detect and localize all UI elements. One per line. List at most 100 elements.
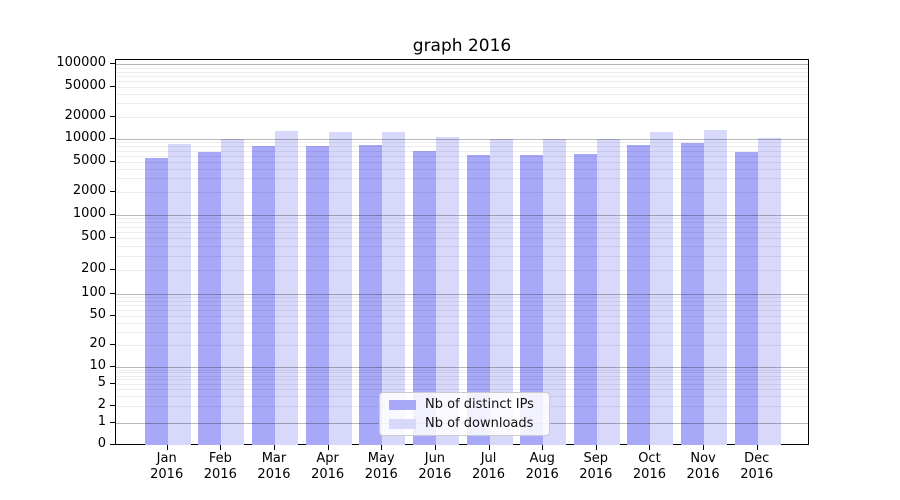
grid-line-minor [116,389,808,391]
y-tick-label: 20000 [64,107,106,123]
bar-distinct-ips-apr [305,146,329,445]
x-tick-label: Jun 2016 [403,451,467,483]
x-tick-year: 2016 [150,467,184,482]
x-tick-mark [381,445,383,450]
y-tick-label: 50 [89,306,106,322]
grid-line-minor [116,232,808,234]
x-tick-year: 2016 [418,467,452,482]
x-tick-mark [273,445,275,450]
x-tick-mark [595,445,597,450]
x-tick-month: Apr [316,451,339,466]
bar-downloads-feb [221,139,245,445]
y-tick-label: 100000 [56,55,106,71]
grid-line-minor [116,116,808,118]
grid-line-major [116,139,808,140]
y-tick-mark [110,63,115,65]
grid-line-minor [116,218,808,220]
grid-line-major [116,367,808,368]
bar-downloads-jan [167,143,191,445]
grid-line-minor [116,155,808,157]
legend-swatch-downloads [389,418,416,429]
x-tick-mark [166,445,168,450]
bar-downloads-sep [596,139,620,445]
x-tick-label: Apr 2016 [296,451,360,483]
x-tick-year: 2016 [203,467,237,482]
bar-distinct-ips-feb [198,151,222,445]
legend-label-distinct-ips: Nb of distinct IPs [425,397,534,412]
y-tick-label: 100 [81,284,106,300]
bar-distinct-ips-oct [627,145,651,445]
bar-downloads-jun [435,136,459,445]
grid-line-minor [116,80,808,82]
x-tick-month: Feb [208,451,232,466]
bar-downloads-may [382,131,406,445]
x-tick-label: Feb 2016 [188,451,252,483]
grid-line-minor [116,315,808,317]
grid-line-minor [116,300,808,302]
bar-downloads-oct [650,132,674,445]
x-tick-month: Jul [480,451,497,466]
grid-line-minor [116,375,808,377]
x-tick-year: 2016 [471,467,506,482]
y-tick-label: 10000 [64,130,106,145]
y-tick-label: 50000 [64,77,106,93]
grid-line-minor [116,296,808,298]
grid-line-minor [116,94,808,96]
x-tick-label: Aug 2016 [510,451,574,483]
bar-distinct-ips-sep [573,154,597,445]
x-tick-label: Mar 2016 [242,451,306,483]
grid-line-minor [116,372,808,374]
y-tick-label: 200 [81,260,106,276]
grid-line-major [116,64,808,66]
x-tick-label: May 2016 [349,451,413,483]
y-tick-label: 1000 [72,205,106,221]
bar-downloads-aug [543,139,567,445]
y-tick-mark [110,405,115,407]
bar-downloads-jul [489,139,513,445]
grid-line-minor [116,142,808,144]
grid-line-minor [116,269,808,271]
bar-distinct-ips-may [359,144,383,445]
grid-line-major [116,293,808,295]
grid-line-minor [116,178,808,180]
x-tick-mark [542,445,544,450]
bar-distinct-ips-nov [681,143,705,445]
y-tick-mark [110,382,115,384]
x-tick-mark [703,445,705,450]
bar-downloads-apr [328,132,352,445]
legend: Nb of distinct IPs Nb of downloads [379,392,550,436]
y-tick-mark [110,85,115,87]
y-tick-mark [110,292,115,294]
x-tick-month: May [367,451,395,466]
grid-line-minor [116,71,808,73]
grid-line-minor [116,103,808,105]
x-tick-year: 2016 [740,467,774,482]
grid-line-minor [116,304,808,306]
y-tick-mark [110,314,115,316]
grid-line-minor [116,344,808,346]
x-tick-month: Nov [690,451,716,466]
x-tick-month: Mar [261,451,287,466]
y-tick-label: 20 [89,335,106,351]
grid-line-minor [116,222,808,224]
grid-line-major [116,214,808,216]
legend-entry-downloads: Nb of downloads [389,416,540,431]
x-tick-month: Sep [583,451,609,466]
x-tick-mark [327,445,329,450]
y-tick-label: 0 [97,436,106,451]
legend-swatch-distinct-ips [389,399,416,410]
x-tick-mark [756,445,758,450]
bar-distinct-ips-dec [734,152,758,445]
y-tick-mark [110,115,115,117]
x-tick-label: Jul 2016 [457,451,521,483]
x-tick-year: 2016 [525,467,559,482]
grid-line-minor [116,191,808,193]
y-tick-mark [110,213,115,215]
grid-line-minor [116,150,808,152]
grid-line-minor [116,169,808,171]
grid-line-minor [116,309,808,311]
x-tick-label: Jan 2016 [135,451,199,483]
x-tick-year: 2016 [311,467,345,482]
bar-distinct-ips-jul [466,154,490,445]
grid-line-minor [116,75,808,77]
